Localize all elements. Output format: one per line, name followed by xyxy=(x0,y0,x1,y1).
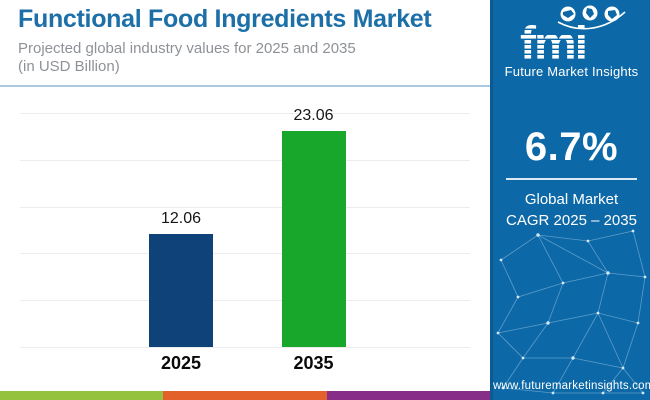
bar-chart: 12.06 2025 23.06 2035 xyxy=(0,87,490,391)
subtitle-line-2: (in USD Billion) xyxy=(18,58,120,75)
page-title: Functional Food Ingredients Market xyxy=(18,5,432,33)
gridline-15 xyxy=(20,206,470,208)
logo-text: fmi xyxy=(520,18,586,63)
strip-segment-orange xyxy=(163,391,327,400)
fmi-logo: fmi Future Market Insights xyxy=(493,5,650,79)
footer-color-strip xyxy=(0,391,490,400)
gridline-10 xyxy=(20,253,470,255)
logo-orbit-arc xyxy=(557,11,626,30)
gridline-20 xyxy=(20,159,470,161)
cagr-label-line-2: CAGR 2025 – 2035 xyxy=(506,212,637,229)
strip-segment-green xyxy=(0,391,164,400)
bar-2035 xyxy=(281,131,346,347)
header-divider xyxy=(0,85,490,87)
category-label-2035: 2035 xyxy=(293,353,334,373)
cagr-label-line-1: Global Market xyxy=(524,191,619,208)
network-pattern-decoration xyxy=(496,229,647,395)
website-url[interactable]: www.futuremarketinsights.com xyxy=(493,380,650,392)
gridline-0 xyxy=(20,347,470,348)
gridline-5 xyxy=(20,300,470,302)
globe-icons xyxy=(560,5,619,22)
brand-name: Future Market Insights xyxy=(504,64,639,79)
gridline-25 xyxy=(20,113,470,114)
subtitle-line-1: Projected global industry values for 202… xyxy=(18,40,356,57)
category-label-2025: 2025 xyxy=(160,353,202,373)
brand-panel: fmi Future Market Insights 6.7% Global M… xyxy=(490,0,650,400)
header: Functional Food Ingredients Market Proje… xyxy=(18,5,488,76)
bar-value-label-2035: 23.06 xyxy=(293,107,334,125)
cagr-block: 6.7% Global Market CAGR 2025 – 2035 xyxy=(493,124,650,231)
strip-segment-purple xyxy=(326,391,490,400)
bar-value-label-2025: 12.06 xyxy=(160,210,202,228)
bar-2025 xyxy=(149,234,213,347)
cagr-value: 6.7% xyxy=(524,125,619,169)
fmi-logo-icon: fmi xyxy=(520,5,626,63)
cagr-divider xyxy=(506,178,637,180)
